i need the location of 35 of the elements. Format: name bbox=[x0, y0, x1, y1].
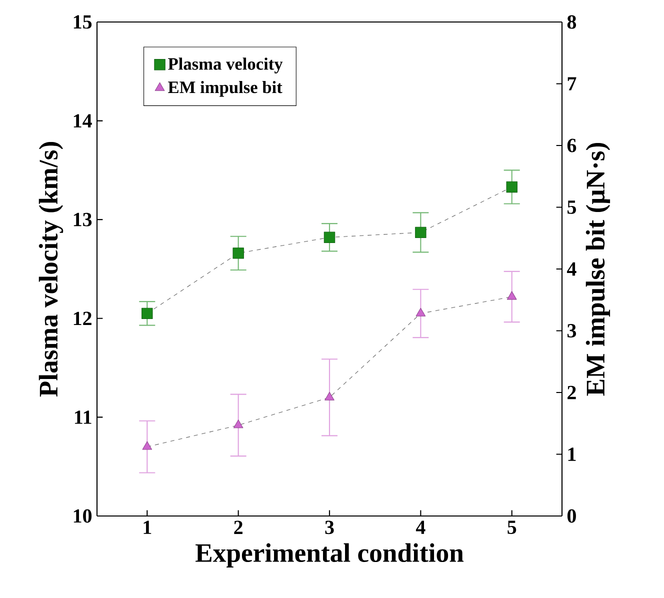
y2-tick-label: 5 bbox=[568, 200, 576, 214]
y-tick-label: 15 bbox=[74, 15, 92, 29]
point bbox=[324, 232, 336, 243]
legend-label: Plasma velocity bbox=[168, 58, 283, 74]
y2-tick-label: 7 bbox=[568, 77, 576, 90]
y2-tick-label: 2 bbox=[568, 386, 576, 400]
y-axis-title: Plasma velocity (km/s) bbox=[38, 142, 64, 397]
y2-tick-label: 3 bbox=[567, 324, 576, 338]
y2-tick-label: 0 bbox=[567, 509, 576, 523]
y-tick-label: 12 bbox=[74, 312, 92, 326]
y-tick-label: 14 bbox=[74, 114, 92, 128]
y-tick-label: 10 bbox=[74, 509, 92, 523]
point bbox=[142, 308, 153, 320]
y2-tick-label: 8 bbox=[567, 15, 576, 29]
point bbox=[232, 248, 244, 259]
point bbox=[506, 291, 517, 300]
y-tick-label: 11 bbox=[75, 410, 92, 424]
y2-tick-label: 1 bbox=[568, 448, 576, 461]
x-tick-label: 2 bbox=[234, 520, 242, 534]
y2-tick-label: 4 bbox=[566, 262, 576, 276]
x-tick-label: 3 bbox=[325, 520, 334, 534]
point bbox=[506, 181, 518, 193]
y2-axis-title: EM impulse bit (μN·s) bbox=[586, 142, 610, 396]
x-tick-label: 4 bbox=[416, 520, 426, 534]
point bbox=[416, 308, 426, 316]
point bbox=[324, 392, 334, 400]
point bbox=[142, 441, 152, 450]
x-axis-title: Experimental condition bbox=[196, 543, 464, 568]
x-tick-label: 1 bbox=[144, 520, 152, 534]
y-tick-label: 13 bbox=[74, 212, 92, 226]
point bbox=[233, 420, 244, 428]
point bbox=[415, 226, 426, 238]
y2-tick-label: 6 bbox=[567, 138, 576, 152]
x-tick-label: 5 bbox=[508, 520, 516, 534]
legend-label: EM impulse bit bbox=[168, 80, 282, 97]
